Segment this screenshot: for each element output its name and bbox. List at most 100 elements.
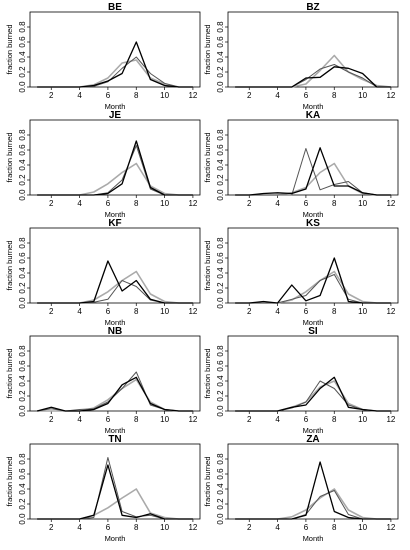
x-tick-label: 10 (160, 415, 169, 424)
series-line-1 (235, 64, 391, 88)
plot-frame (227, 227, 399, 304)
y-tick-label: 0.4 (216, 375, 225, 387)
y-tick-label: 0.0 (18, 81, 27, 93)
x-tick-label: 4 (275, 199, 280, 208)
x-tick-label: 12 (188, 415, 197, 424)
x-tick-label: 2 (49, 523, 54, 532)
x-tick-label: 10 (160, 307, 169, 316)
y-tick-label: 0.2 (216, 174, 225, 186)
x-tick-label: 6 (304, 523, 309, 532)
x-tick-label: 10 (358, 91, 367, 100)
panel-kf: KF 2 4 6 8 10 12 0.0 0.2 0.4 0.6 0.8 Month fraction b… (5, 218, 201, 327)
y-tick-label: 0.2 (216, 390, 225, 402)
panel-title: ZA (306, 434, 319, 445)
x-tick-label: 6 (106, 307, 111, 316)
y-tick-label: 0.6 (18, 36, 27, 48)
series-line-1 (37, 371, 193, 412)
x-tick-label: 4 (275, 307, 280, 316)
series-line-2 (37, 59, 193, 88)
x-tick-label: 4 (77, 199, 82, 208)
x-axis-label: Month (303, 102, 324, 111)
x-axis-label: Month (303, 318, 324, 327)
y-tick-label: 0.4 (18, 159, 27, 171)
plot-frame (29, 227, 201, 304)
x-tick-label: 12 (188, 523, 197, 532)
y-tick-label: 0.6 (216, 144, 225, 156)
y-tick-label: 0.4 (18, 267, 27, 279)
plot-frame (29, 335, 201, 412)
series-line-0 (37, 464, 193, 520)
plot-frame (29, 119, 201, 196)
panel-title: BZ (306, 2, 319, 13)
series-line-1 (235, 490, 391, 520)
panel-za: ZA 2 4 6 8 10 12 0.0 0.2 0.4 0.6 0.8 Month fraction b… (203, 434, 399, 543)
x-tick-label: 12 (386, 199, 395, 208)
x-tick-label: 10 (160, 523, 169, 532)
panel-ks: KS 2 4 6 8 10 12 0.0 0.2 0.4 0.6 0.8 Month fraction b… (203, 218, 399, 327)
x-tick-label: 10 (358, 523, 367, 532)
panel-title: JE (109, 110, 122, 121)
y-tick-label: 0.6 (18, 468, 27, 480)
series-line-0 (37, 140, 193, 196)
x-tick-label: 10 (358, 415, 367, 424)
series-line-0 (36, 376, 193, 412)
x-tick-label: 8 (332, 199, 337, 208)
x-tick-label: 8 (332, 307, 337, 316)
panel-ka: KA 2 4 6 8 10 12 0.0 0.2 0.4 0.6 0.8 Month fraction b… (203, 110, 399, 219)
panel-title: BE (108, 2, 122, 13)
x-tick-label: 6 (304, 91, 309, 100)
y-tick-label: 0.8 (216, 21, 225, 33)
y-tick-label: 0.8 (18, 21, 27, 33)
panel-title: TN (108, 434, 121, 445)
x-tick-label: 6 (106, 415, 111, 424)
x-axis-label: Month (105, 534, 126, 543)
panel-title: KA (306, 110, 320, 121)
y-tick-label: 0.2 (18, 498, 27, 510)
x-tick-label: 2 (49, 415, 54, 424)
y-tick-label: 0.4 (216, 159, 225, 171)
panel-title: KS (306, 218, 320, 229)
y-tick-label: 0.0 (18, 513, 27, 525)
y-tick-label: 0.2 (18, 66, 27, 78)
plot-frame (227, 335, 399, 412)
y-tick-label: 0.0 (216, 297, 225, 309)
panel-title: SI (308, 326, 318, 337)
y-axis-label: fraction burned (5, 240, 14, 290)
y-tick-label: 0.2 (216, 282, 225, 294)
y-axis-label: fraction burned (203, 132, 212, 182)
y-axis-label: fraction burned (5, 456, 14, 506)
panel-tn: TN 2 4 6 8 10 12 0.0 0.2 0.4 0.6 0.8 Month fraction b… (5, 434, 201, 543)
series-line-0 (235, 376, 391, 412)
x-axis-label: Month (105, 426, 126, 435)
panel-be: BE 2 4 6 8 10 12 0.0 0.2 0.4 0.6 0.8 Month fraction b… (5, 2, 201, 111)
y-tick-label: 0.8 (18, 129, 27, 141)
y-axis-label: fraction burned (203, 240, 212, 290)
x-tick-label: 12 (188, 307, 197, 316)
x-tick-label: 12 (386, 307, 395, 316)
series-line-2 (235, 488, 391, 520)
y-axis-label: fraction burned (203, 456, 212, 506)
x-tick-label: 6 (304, 415, 309, 424)
y-tick-label: 0.8 (18, 345, 27, 357)
y-tick-label: 0.6 (216, 360, 225, 372)
x-tick-label: 8 (332, 523, 337, 532)
series-line-0 (235, 257, 391, 304)
x-tick-label: 6 (106, 199, 111, 208)
x-tick-label: 6 (304, 199, 309, 208)
x-axis-label: Month (303, 534, 324, 543)
panel-je: JE 2 4 6 8 10 12 0.0 0.2 0.4 0.6 0.8 Month fraction b… (5, 110, 201, 219)
x-tick-label: 12 (386, 91, 395, 100)
y-tick-label: 0.0 (216, 81, 225, 93)
y-axis-label: fraction burned (5, 24, 14, 74)
x-axis-label: Month (105, 210, 126, 219)
x-tick-label: 10 (358, 307, 367, 316)
x-tick-label: 8 (134, 91, 139, 100)
x-tick-label: 2 (247, 523, 252, 532)
panel-bz: BZ 2 4 6 8 10 12 0.0 0.2 0.4 0.6 0.8 Month fraction b… (203, 2, 399, 111)
series-line-0 (235, 66, 391, 88)
y-tick-label: 0.4 (18, 483, 27, 495)
x-tick-label: 8 (134, 523, 139, 532)
x-tick-label: 4 (275, 91, 280, 100)
y-tick-label: 0.4 (18, 375, 27, 387)
x-tick-label: 4 (77, 91, 82, 100)
